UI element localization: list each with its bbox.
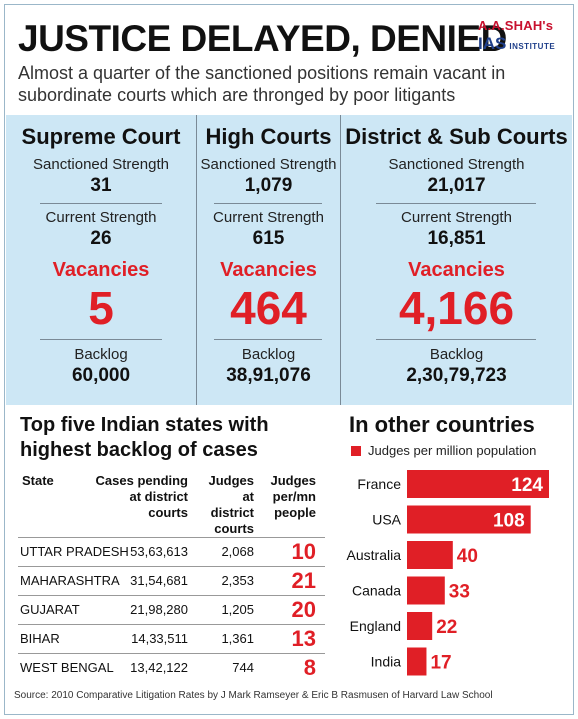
divider bbox=[40, 203, 162, 204]
current-value: 615 bbox=[252, 228, 285, 249]
table-row: MAHARASHTRA 31,54,681 2,353 21 bbox=[18, 566, 325, 595]
states-table-title: Top five Indian states with highest back… bbox=[20, 414, 269, 461]
judges-count: 2,068 bbox=[221, 544, 254, 559]
page-title: JUSTICE DELAYED, DENIED bbox=[18, 18, 507, 59]
bar-value-label: 17 bbox=[430, 653, 451, 674]
table-row: GUJARAT 21,98,280 1,205 20 bbox=[18, 595, 325, 624]
backlog-value: 60,000 bbox=[71, 365, 131, 386]
logo-top-text: A.A.SHAH's bbox=[478, 18, 554, 33]
cases-pending: 53,63,613 bbox=[130, 544, 188, 559]
state-name: UTTAR PRADESH bbox=[20, 544, 129, 559]
divider bbox=[214, 203, 322, 204]
sanctioned-value: 1,079 bbox=[244, 175, 293, 196]
logo-ias-text: IAS bbox=[478, 34, 507, 53]
current-value: 16,851 bbox=[427, 228, 486, 249]
cases-pending: 14,33,511 bbox=[131, 631, 188, 646]
divider bbox=[40, 339, 162, 340]
sanctioned-value: 21,017 bbox=[427, 175, 486, 196]
bar-value-label: 124 bbox=[511, 475, 543, 496]
country-bar bbox=[407, 541, 453, 569]
country-label: Australia bbox=[347, 547, 402, 563]
sanctioned-label: Sanctioned Strength bbox=[388, 156, 525, 173]
court-name: District & Sub Courts bbox=[345, 124, 568, 149]
sanctioned-label: Sanctioned Strength bbox=[200, 156, 337, 173]
header-judges-district: Judges at district courts bbox=[208, 473, 254, 536]
judges-per-mn: 8 bbox=[303, 655, 316, 680]
backlog-label: Backlog bbox=[429, 346, 484, 363]
state-name: WEST BENGAL bbox=[20, 660, 114, 675]
header-state: State bbox=[22, 473, 54, 488]
country-label: France bbox=[357, 476, 401, 492]
vacancies-label: Vacancies bbox=[408, 259, 505, 281]
court-column-supreme: Supreme Court Sanctioned Strength 31 Cur… bbox=[6, 115, 196, 405]
cases-pending: 21,98,280 bbox=[130, 602, 188, 617]
backlog-value: 2,30,79,723 bbox=[406, 365, 507, 386]
logo-institute-text: INSTITUTE bbox=[509, 42, 556, 51]
judges-count: 1,205 bbox=[221, 602, 254, 617]
state-name: GUJARAT bbox=[20, 602, 80, 617]
table-row: BIHAR 14,33,511 1,361 13 bbox=[18, 624, 325, 653]
divider bbox=[376, 203, 536, 204]
country-bar bbox=[407, 470, 549, 498]
bar-value-label: 33 bbox=[449, 582, 470, 603]
infographic-frame bbox=[4, 4, 574, 715]
sanctioned-value: 31 bbox=[90, 175, 112, 196]
courts-panel: Supreme Court Sanctioned Strength 31 Cur… bbox=[6, 115, 572, 405]
countries-chart-title: In other countries bbox=[349, 412, 535, 437]
judges-per-mn: 10 bbox=[291, 539, 316, 564]
divider bbox=[214, 339, 322, 340]
bar-value-label: 22 bbox=[436, 617, 457, 638]
vacancies-value: 4,166 bbox=[398, 282, 515, 334]
cases-pending: 13,42,122 bbox=[130, 660, 188, 675]
country-bar bbox=[407, 612, 433, 640]
backlog-value: 38,91,076 bbox=[226, 365, 311, 386]
judges-per-mn: 21 bbox=[291, 568, 316, 593]
court-column-high: High Courts Sanctioned Strength 1,079 Cu… bbox=[196, 115, 340, 405]
vacancies-value: 464 bbox=[230, 282, 307, 334]
country-label: USA bbox=[372, 512, 401, 528]
backlog-label: Backlog bbox=[241, 346, 296, 363]
judges-per-mn: 20 bbox=[291, 597, 316, 622]
header-cases-pending: Cases pending at district courts bbox=[95, 473, 188, 520]
court-name: Supreme Court bbox=[21, 124, 181, 149]
judges-count: 744 bbox=[232, 660, 254, 675]
vacancies-value: 5 bbox=[88, 282, 114, 334]
divider bbox=[376, 339, 536, 340]
current-label: Current Strength bbox=[401, 209, 512, 226]
country-label: England bbox=[350, 618, 401, 634]
header-judges-per-mn: Judges per/mn people bbox=[270, 473, 316, 520]
country-label: India bbox=[371, 654, 402, 670]
country-bar bbox=[407, 647, 427, 676]
court-name: High Courts bbox=[205, 124, 332, 149]
vacancies-label: Vacancies bbox=[220, 259, 317, 281]
country-bar bbox=[407, 505, 531, 534]
table-row: WEST BENGAL 13,42,122 744 8 bbox=[18, 653, 325, 682]
state-name: MAHARASHTRA bbox=[20, 573, 120, 588]
countries-bar-chart: France 124 USA 108 Australia 40 Canada 33 Englan… bbox=[347, 470, 549, 676]
vacancies-label: Vacancies bbox=[52, 259, 150, 281]
state-name: BIHAR bbox=[20, 631, 60, 646]
page-subtitle: Almost a quarter of the sanctioned posit… bbox=[18, 63, 506, 105]
country-bar bbox=[407, 576, 445, 605]
table-row: UTTAR PRADESH 53,63,613 2,068 10 bbox=[18, 537, 325, 566]
current-value: 26 bbox=[90, 228, 112, 249]
bar-value-label: 108 bbox=[493, 511, 525, 532]
judges-count: 2,353 bbox=[221, 573, 254, 588]
legend-swatch bbox=[351, 446, 361, 456]
country-label: Canada bbox=[352, 583, 401, 599]
judges-count: 1,361 bbox=[221, 631, 254, 646]
institute-logo: A.A.SHAH's IAS INSTITUTE bbox=[478, 18, 570, 53]
sanctioned-label: Sanctioned Strength bbox=[33, 156, 169, 173]
current-label: Current Strength bbox=[45, 209, 157, 226]
judges-per-mn: 13 bbox=[291, 626, 316, 651]
legend-text: Judges per million population bbox=[368, 443, 537, 458]
court-column-district: District & Sub Courts Sanctioned Strengt… bbox=[340, 115, 572, 405]
source-note: Source: 2010 Comparative Litigation Rate… bbox=[14, 690, 493, 701]
current-label: Current Strength bbox=[213, 209, 324, 226]
backlog-label: Backlog bbox=[74, 346, 128, 363]
cases-pending: 31,54,681 bbox=[130, 573, 188, 588]
bar-value-label: 40 bbox=[457, 546, 478, 567]
